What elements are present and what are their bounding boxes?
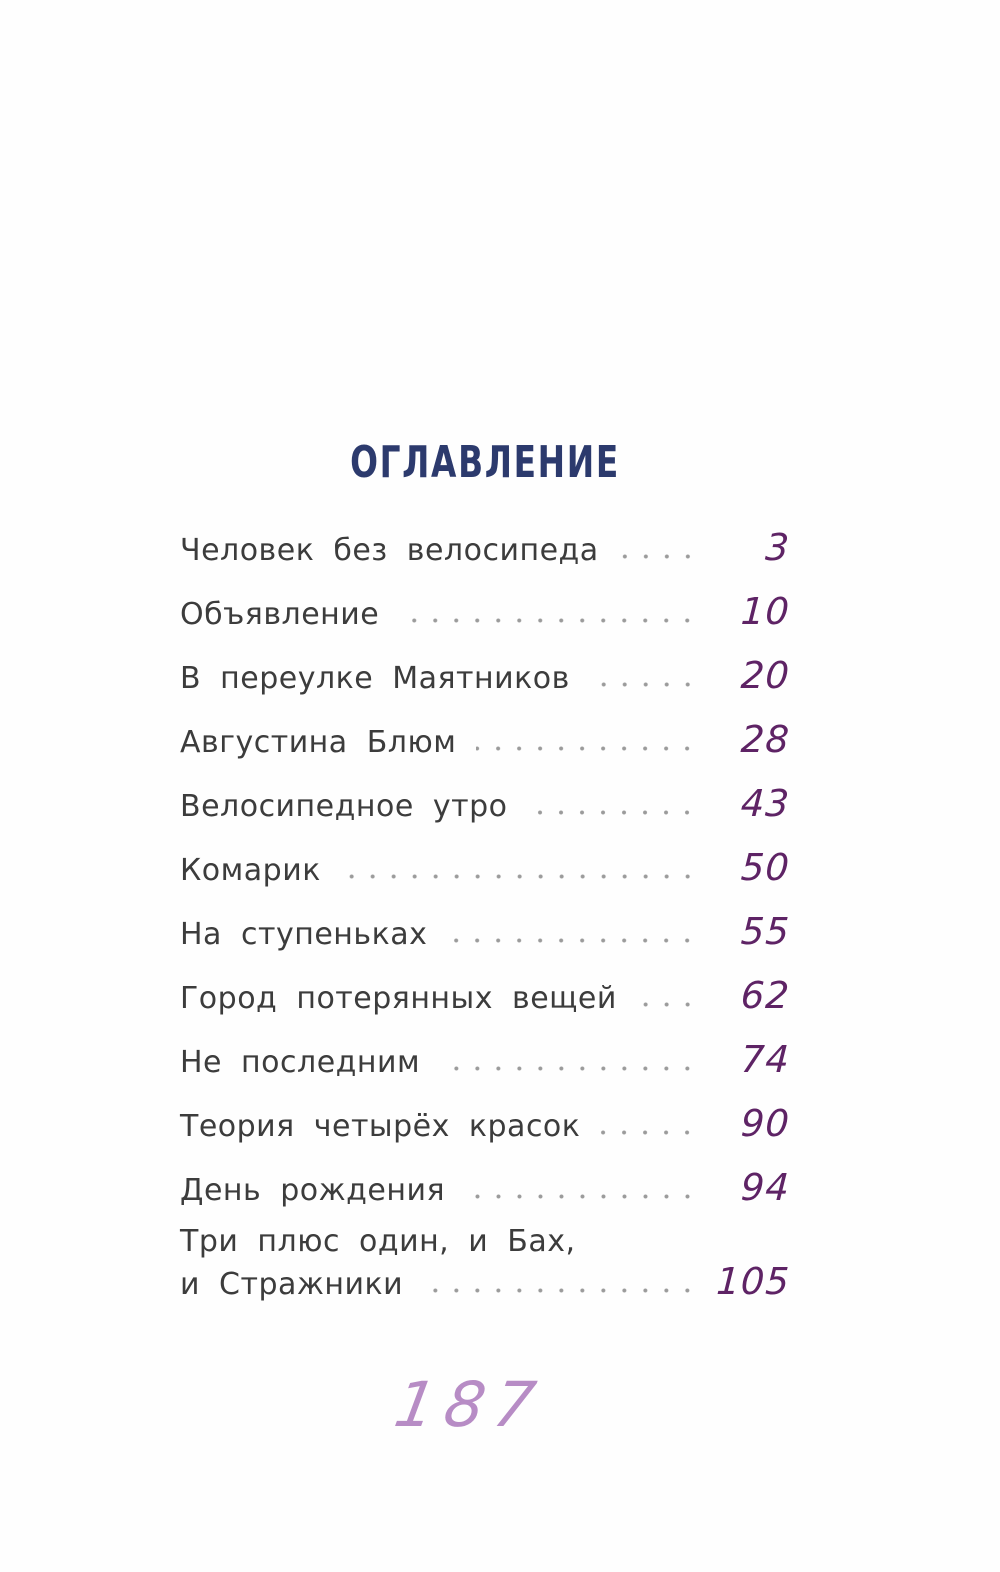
toc-entry: Человек без велосипеда 3 <box>180 518 792 582</box>
dot-leader <box>589 680 698 688</box>
toc-entry-title: Не последним <box>180 1044 421 1080</box>
toc-entry-title: Город потерянных вещей <box>180 980 617 1016</box>
dot-leader <box>527 808 698 816</box>
toc-entry: Три плюс один, и Бах, и Стражники 105 <box>180 1222 792 1305</box>
toc-entry-title: На ступеньках <box>180 916 428 952</box>
toc-entry-title: Три плюс один, и Бах, <box>180 1224 576 1259</box>
toc-entry-title: Августина Блюм <box>180 724 457 760</box>
toc-page-number: 28 <box>739 717 792 761</box>
toc-entry-title: В переулке Маятников <box>180 660 570 696</box>
toc-entry: Не последним 74 <box>180 1030 792 1094</box>
toc-entry: Августина Блюм 28 <box>180 710 792 774</box>
toc-entry-title: Объявление <box>180 596 380 632</box>
toc-page-number: 90 <box>739 1101 792 1145</box>
toc-page-number: 10 <box>739 589 792 633</box>
toc-entry: День рождения 94 <box>180 1158 792 1222</box>
toc-entry: Комарик 50 <box>180 838 792 902</box>
page-title: ОГЛАВЛЕНИЕ <box>350 438 620 488</box>
toc-list: Человек без велосипеда 3 Объявление 10 В… <box>180 518 792 1305</box>
toc-page-number: 74 <box>739 1037 792 1081</box>
dot-leader <box>636 1000 698 1008</box>
toc-page-number: 105 <box>715 1259 792 1303</box>
toc-entry: В переулке Маятников 20 <box>180 646 792 710</box>
dot-leader <box>618 552 698 560</box>
dot-leader <box>440 1064 698 1072</box>
toc-page-number: 50 <box>739 845 792 889</box>
toc-page-number: 62 <box>739 973 792 1017</box>
toc-page-number: 3 <box>764 525 792 569</box>
toc-entry-title: Человек без велосипеда <box>180 532 599 568</box>
toc-entry-title: и Стражники <box>180 1266 404 1302</box>
toc-entry-title: Теория четырёх красок <box>180 1108 581 1144</box>
folio-page-number: 187 <box>389 1368 551 1441</box>
toc-entry: Теория четырёх красок 90 <box>180 1094 792 1158</box>
toc-entry-title: Велосипедное утро <box>180 788 508 824</box>
toc-entry: На ступеньках 55 <box>180 902 792 966</box>
toc-page-number: 55 <box>739 909 792 953</box>
toc-page-number: 94 <box>739 1165 792 1209</box>
toc-content: ОГЛАВЛЕНИЕ Человек без велосипеда 3 Объя… <box>180 438 792 1305</box>
toc-entry-title: Комарик <box>180 852 321 888</box>
dot-leader <box>465 1192 698 1200</box>
dot-leader <box>340 872 698 880</box>
toc-entry: Объявление 10 <box>180 582 792 646</box>
toc-page-number: 20 <box>739 653 792 697</box>
dot-leader <box>476 744 698 752</box>
dot-leader <box>600 1128 698 1136</box>
dot-leader <box>399 616 698 624</box>
toc-entry-title: День рождения <box>180 1172 446 1208</box>
dot-leader <box>447 936 698 944</box>
toc-entry: Велосипедное утро 43 <box>180 774 792 838</box>
toc-entry: Город потерянных вещей 62 <box>180 966 792 1030</box>
toc-page-number: 43 <box>739 781 792 825</box>
dot-leader <box>423 1286 698 1294</box>
